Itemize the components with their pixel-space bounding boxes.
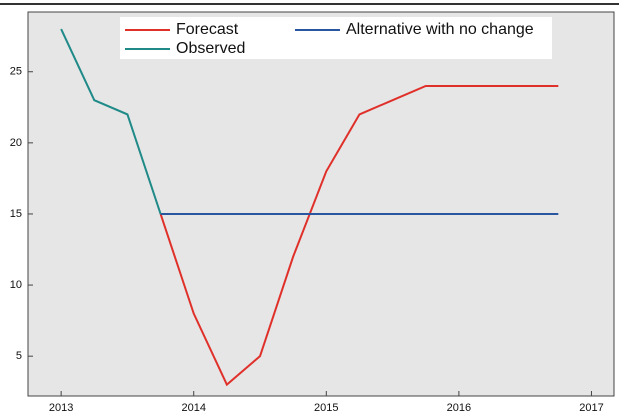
legend-label: Observed: [176, 40, 245, 57]
series-line: [60, 28, 162, 215]
y-tick-label: 15: [10, 208, 22, 220]
legend-label: Forecast: [176, 21, 239, 38]
series-line: [159, 84, 559, 387]
x-tick-label: 2017: [579, 402, 603, 414]
legend: [120, 17, 552, 59]
x-tick-label: 2015: [314, 402, 338, 414]
legend-label: Alternative with no change: [346, 21, 534, 38]
x-tick-label: 2014: [181, 402, 205, 414]
y-tick-label: 25: [10, 66, 22, 78]
y-tick-label: 20: [10, 137, 22, 149]
y-tick-label: 10: [10, 279, 22, 291]
x-tick-label: 2016: [447, 402, 471, 414]
y-tick-label: 5: [16, 350, 22, 362]
x-tick-label: 2013: [49, 402, 73, 414]
plot-area: [27, 11, 615, 397]
